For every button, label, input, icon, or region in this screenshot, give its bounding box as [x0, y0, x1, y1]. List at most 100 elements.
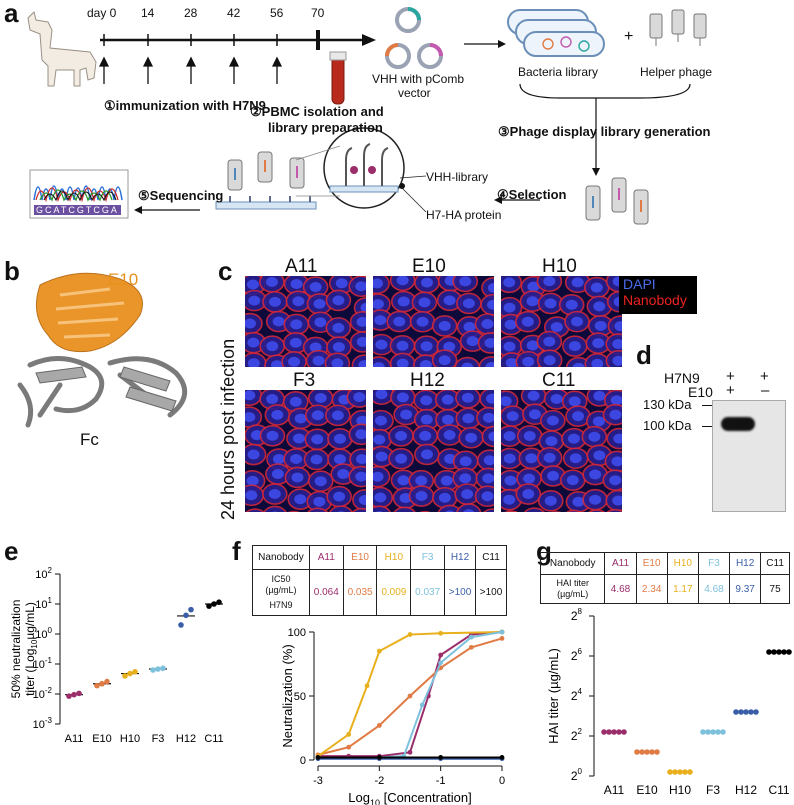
cell-nucleus	[565, 299, 578, 310]
cell-nucleus	[589, 494, 602, 505]
cell-nucleus	[294, 413, 307, 424]
bacteria-label: Bacteria library	[518, 65, 599, 79]
e-y-tick-label: 101	[35, 596, 52, 611]
e-ylabel: 50% neutralization titer (Log10µg/mL)	[9, 600, 39, 699]
hai-header-a11: A11	[604, 552, 637, 575]
micro-label-c11: C11	[542, 370, 576, 391]
sequence-letters: GCATCGTCGA	[34, 205, 121, 215]
e-y-tick-exp: -1	[45, 656, 53, 665]
cell-nucleus	[487, 282, 494, 293]
cell-nucleus	[522, 356, 535, 367]
tick-100	[702, 426, 712, 427]
cell-nucleus	[374, 492, 387, 503]
g-point	[667, 769, 673, 775]
cell-nucleus	[459, 276, 472, 287]
cell-nucleus	[571, 277, 584, 288]
e-y-tick-exp: 1	[48, 596, 53, 605]
hai-header-nanobody: Nanobody	[539, 552, 606, 575]
e-point	[66, 693, 72, 699]
g-y-tick-exp: 2	[578, 727, 583, 736]
cell-nucleus	[418, 297, 431, 308]
micrograph-e10	[373, 276, 494, 367]
cell-nucleus	[501, 396, 512, 407]
f-xlabel-sub: 10	[370, 798, 380, 805]
g-point	[634, 749, 640, 755]
step4-label: ④Selection	[497, 187, 567, 202]
ic50-table: Nanobody A11 E10 H10 F3 H12 C11 IC50 (µg…	[252, 545, 507, 616]
g-point	[621, 729, 627, 735]
cell-nucleus	[332, 322, 345, 333]
cell-nucleus	[441, 394, 454, 405]
cell-membrane	[307, 507, 328, 512]
hai-table: Nanobody A11 E10 H10 F3 H12 C11 HAI tite…	[539, 552, 790, 604]
e-ylabel-line1: 50% neutralization	[9, 600, 23, 699]
cell-membrane	[481, 425, 494, 448]
e-x-tick-label: A11	[65, 733, 84, 745]
cell-nucleus	[266, 341, 279, 352]
cell-nucleus	[612, 495, 622, 506]
cell-nucleus	[337, 511, 345, 512]
g-point	[682, 769, 688, 775]
plasmid-icons	[385, 7, 443, 69]
micrograph-h10	[501, 276, 622, 367]
cell-nucleus	[313, 496, 326, 507]
f-x-tick-label: 0	[499, 775, 505, 787]
cell-membrane	[454, 356, 481, 367]
step3-label: ③Phage display library generation	[498, 124, 711, 139]
cell-nucleus	[463, 321, 476, 332]
cell-nucleus	[395, 430, 408, 441]
cell-nucleus	[522, 489, 535, 500]
e-point	[132, 668, 138, 675]
cell-nucleus	[485, 361, 494, 367]
cell-nucleus	[396, 358, 409, 367]
step1-label: ①immunization with H7N9	[104, 98, 266, 113]
cell-nucleus	[544, 298, 557, 309]
f-point	[376, 723, 382, 728]
cell-nucleus	[461, 489, 474, 500]
cell-nucleus	[611, 456, 622, 467]
micro-label-f3: F3	[293, 370, 316, 391]
cell-nucleus	[290, 319, 303, 330]
panel-c-ylabel: 24 hours post infection	[218, 338, 238, 520]
cell-membrane	[588, 509, 606, 512]
immunization-arrows	[98, 56, 283, 84]
cell-nucleus	[420, 395, 433, 406]
g-point	[687, 769, 693, 775]
d-row2-val2: –	[761, 382, 770, 399]
bacteria-library-icon	[507, 9, 605, 57]
cell-nucleus	[415, 475, 428, 486]
e-point	[216, 599, 222, 605]
cell-nucleus	[272, 316, 285, 327]
g-y-tick-label: 20	[571, 767, 583, 783]
plus-label: +	[624, 28, 634, 45]
panel-letter-e: e	[4, 536, 19, 566]
cell-nucleus	[355, 281, 366, 292]
helper-phage-label: Helper phage	[640, 65, 713, 79]
cell-nucleus	[569, 453, 582, 464]
cell-nucleus	[503, 277, 516, 288]
cell-nucleus	[568, 341, 581, 352]
e-point	[122, 673, 128, 679]
step2-label-2: library preparation	[268, 120, 383, 135]
f-point	[438, 630, 444, 636]
ic50-value-h12: >100	[444, 569, 476, 616]
cell-nucleus	[271, 360, 284, 367]
g-point	[766, 649, 772, 655]
f-x-tick-label: -2	[374, 775, 384, 787]
cell-nucleus	[443, 295, 456, 306]
cell-nucleus	[589, 469, 602, 480]
cell-nucleus	[355, 429, 366, 440]
cell-nucleus	[292, 433, 305, 444]
cell-nucleus	[465, 432, 478, 443]
legend-dapi: DAPI	[623, 276, 656, 292]
g-x-tick-label: C11	[768, 783, 789, 797]
western-blot	[712, 400, 786, 512]
cell-nucleus	[360, 302, 366, 313]
cell-nucleus	[610, 395, 622, 406]
cell-nucleus	[544, 495, 557, 506]
f-point	[499, 755, 505, 760]
cell-nucleus	[443, 341, 456, 352]
f-point	[438, 755, 444, 760]
selection-plate	[215, 151, 317, 210]
f-x-tick-label: -1	[436, 775, 446, 787]
